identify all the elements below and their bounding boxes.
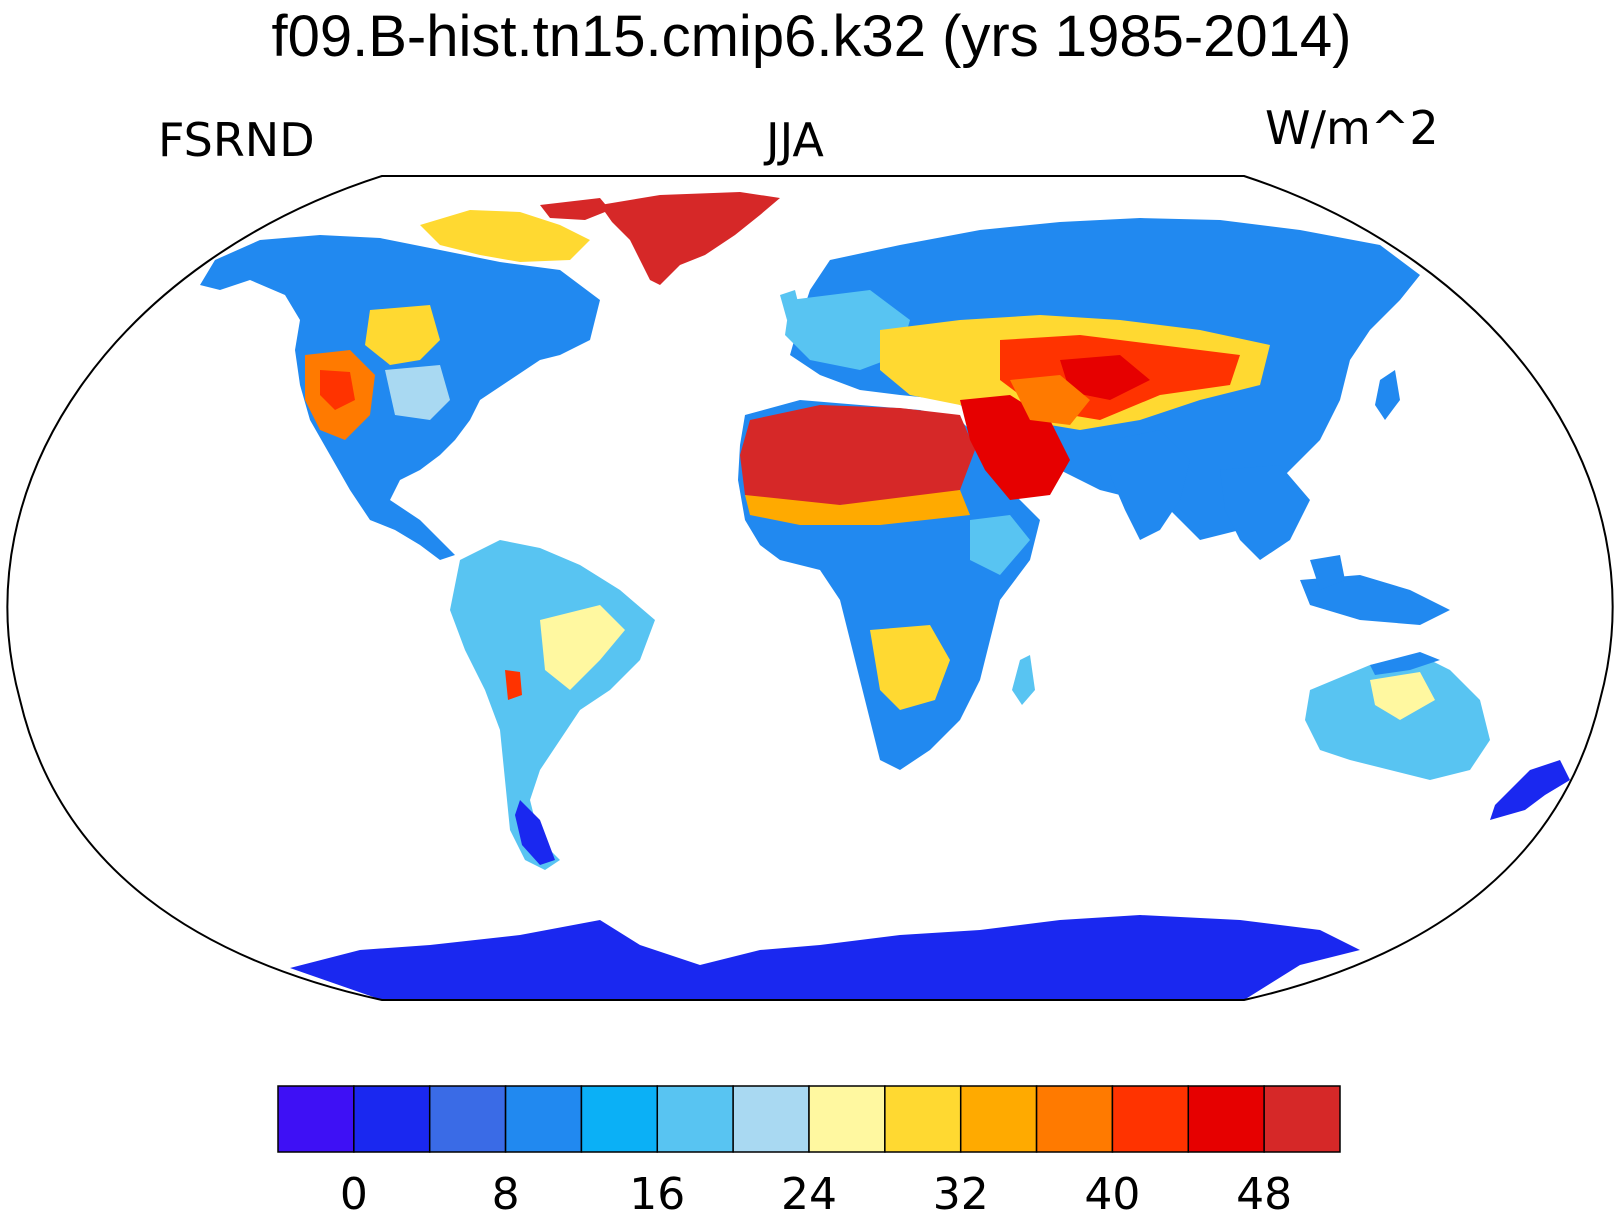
colorbar-tick-label: 8 bbox=[491, 1169, 520, 1220]
south-america-region bbox=[450, 540, 655, 870]
colorbar-swatch bbox=[884, 1085, 962, 1153]
ellesmere-region bbox=[540, 198, 610, 220]
europe-region bbox=[785, 290, 910, 370]
colorbar-swatch bbox=[1035, 1085, 1114, 1153]
australia-north-region bbox=[1370, 652, 1440, 675]
australia-center-region bbox=[1370, 672, 1435, 720]
colorbar-swatch bbox=[277, 1085, 355, 1153]
western-us-core bbox=[320, 370, 355, 410]
mid-us-region bbox=[385, 365, 450, 420]
antarctica-region bbox=[290, 915, 1360, 1000]
map-boundary bbox=[6, 175, 1614, 1001]
world-map bbox=[6, 175, 1614, 1001]
colorbar-swatch bbox=[1263, 1085, 1341, 1153]
borneo-region bbox=[1310, 555, 1345, 590]
iran-region bbox=[1010, 375, 1090, 425]
variable-label: FSRND bbox=[158, 113, 315, 167]
colorbar-tick-label: 40 bbox=[1084, 1169, 1141, 1220]
colorbar-swatch bbox=[428, 1085, 507, 1153]
colorbar-swatch bbox=[580, 1085, 659, 1153]
india-region bbox=[1110, 430, 1190, 540]
colorbar-swatch bbox=[959, 1085, 1038, 1153]
southeast-asia-region bbox=[1220, 465, 1310, 560]
patagonia-region bbox=[515, 800, 555, 865]
colorbar-swatch bbox=[808, 1085, 886, 1153]
southern-africa-region bbox=[870, 625, 950, 710]
colorbar-swatch bbox=[1111, 1085, 1190, 1153]
great-plains-region bbox=[365, 305, 440, 365]
andes-hotspot bbox=[505, 670, 522, 700]
tibet-core bbox=[1060, 355, 1150, 400]
season-label: JJA bbox=[766, 113, 824, 167]
colorbar-tick-label: 16 bbox=[629, 1169, 686, 1220]
colorbar-tick-label: 24 bbox=[781, 1169, 837, 1220]
brazil-highlands-region bbox=[540, 605, 625, 690]
map-title: f09.B-hist.tn15.cmip6.k32 (yrs 1985-2014… bbox=[271, 4, 1352, 69]
colorbar-swatch bbox=[1187, 1085, 1265, 1153]
color-legend bbox=[277, 1085, 1341, 1153]
japan-region bbox=[1375, 370, 1400, 420]
new-zealand-region bbox=[1490, 760, 1570, 820]
colorbar-swatch bbox=[732, 1085, 810, 1153]
maritime-continent bbox=[1300, 575, 1450, 625]
colorbar-tick-label: 0 bbox=[339, 1169, 368, 1220]
uk-region bbox=[780, 290, 800, 320]
colorbar-tick-label: 32 bbox=[932, 1169, 989, 1220]
colorbar-tick-label: 48 bbox=[1236, 1169, 1293, 1220]
colorbar-swatch bbox=[656, 1085, 734, 1153]
sahara-region bbox=[740, 405, 975, 505]
colorbar-swatch bbox=[504, 1085, 583, 1153]
east-africa-region bbox=[970, 515, 1030, 575]
madagascar-region bbox=[1012, 655, 1035, 705]
colorbar-swatch bbox=[353, 1085, 431, 1153]
greenland-region bbox=[600, 192, 780, 285]
units-label: W/m^2 bbox=[1265, 101, 1439, 155]
map-fill-group bbox=[200, 192, 1570, 1000]
arctic-islands bbox=[420, 210, 590, 262]
sahel-band bbox=[745, 490, 970, 525]
